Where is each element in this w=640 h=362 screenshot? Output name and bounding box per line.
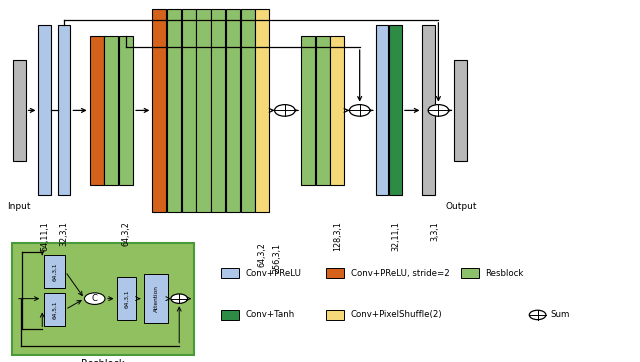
Bar [221, 268, 239, 278]
Bar [182, 9, 196, 212]
Text: 64,3,2: 64,3,2 [122, 221, 131, 246]
Circle shape [529, 310, 546, 320]
Bar [13, 60, 26, 161]
Bar [461, 268, 479, 278]
Text: Attention: Attention [154, 285, 159, 312]
Bar [12, 243, 194, 355]
Bar [58, 25, 70, 195]
Circle shape [171, 294, 188, 303]
Circle shape [275, 105, 295, 116]
Text: Conv+PReLU, stride=2: Conv+PReLU, stride=2 [351, 269, 449, 278]
Text: Conv+Tanh: Conv+Tanh [245, 311, 294, 319]
Text: 256,3,1: 256,3,1 [272, 243, 281, 273]
Bar [44, 255, 65, 288]
Bar [196, 9, 211, 212]
Bar [221, 310, 239, 320]
Bar [422, 25, 435, 195]
Bar [211, 9, 225, 212]
Bar [389, 25, 402, 195]
Circle shape [428, 105, 449, 116]
Text: 32,11,1: 32,11,1 [391, 221, 400, 251]
Text: C: C [92, 294, 98, 303]
Text: Conv+PReLU: Conv+PReLU [245, 269, 301, 278]
Text: 3,3,1: 3,3,1 [431, 221, 440, 241]
Text: 64,5,1: 64,5,1 [52, 300, 57, 319]
Text: Conv+PixelShuffle(2): Conv+PixelShuffle(2) [351, 311, 442, 319]
Bar [144, 274, 168, 323]
Bar [119, 36, 133, 185]
Bar [226, 9, 240, 212]
Text: Resblock: Resblock [81, 359, 124, 362]
Circle shape [349, 105, 370, 116]
Bar [316, 36, 330, 185]
Text: Resblock: Resblock [485, 269, 524, 278]
Bar [376, 25, 388, 195]
Bar [326, 310, 344, 320]
Bar [117, 277, 136, 320]
Bar [167, 9, 181, 212]
Bar [241, 9, 255, 212]
Bar [90, 36, 104, 185]
Circle shape [84, 293, 105, 304]
Text: 64,11,1: 64,11,1 [40, 221, 49, 251]
Bar [326, 268, 344, 278]
Text: 64,3,1: 64,3,1 [124, 289, 129, 308]
Text: 64,3,2: 64,3,2 [258, 243, 267, 268]
Bar [152, 9, 166, 212]
Text: 32,3,1: 32,3,1 [60, 221, 68, 246]
Text: Input: Input [8, 202, 31, 211]
Bar [454, 60, 467, 161]
Text: Sum: Sum [550, 311, 570, 319]
Bar [330, 36, 344, 185]
Bar [255, 9, 269, 212]
Text: 128,3,1: 128,3,1 [333, 221, 342, 251]
Bar [38, 25, 51, 195]
Text: 64,3,1: 64,3,1 [52, 262, 57, 281]
Bar [44, 293, 65, 326]
Text: Output: Output [445, 202, 477, 211]
Bar [104, 36, 118, 185]
Bar [301, 36, 315, 185]
